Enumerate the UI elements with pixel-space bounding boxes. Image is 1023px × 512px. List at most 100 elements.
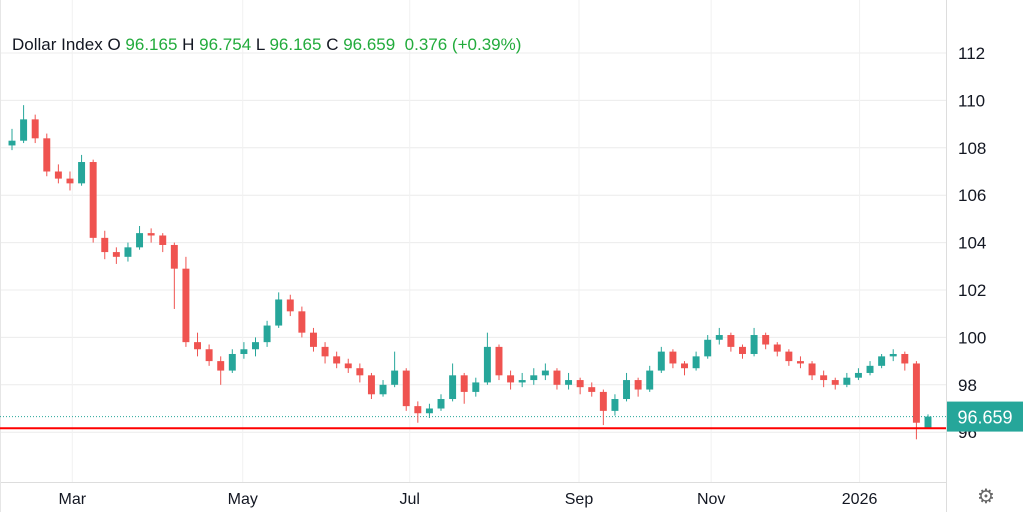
candle-body	[182, 268, 190, 343]
candle-body	[796, 361, 804, 364]
candle-body	[808, 363, 816, 376]
candle-body	[101, 237, 109, 253]
symbol-name: Dollar Index	[12, 35, 103, 54]
candle-body	[112, 252, 120, 257]
candle-body	[240, 349, 248, 354]
candle-body	[483, 346, 491, 383]
candle-body	[217, 361, 225, 371]
candle-body	[507, 375, 515, 383]
x-tick-label: 2026	[842, 491, 878, 508]
candle-body	[402, 370, 410, 407]
candle-body	[228, 353, 236, 371]
candle-body	[54, 171, 62, 179]
candle-body	[78, 162, 86, 184]
candle-body	[715, 335, 723, 340]
candle-body	[634, 380, 642, 390]
x-tick-label: May	[228, 491, 258, 508]
candle-body	[275, 299, 283, 326]
candle-body	[136, 233, 144, 248]
candle-body	[541, 370, 549, 376]
candle-body	[414, 406, 422, 414]
candle-body	[727, 335, 735, 347]
candle-body	[820, 375, 828, 381]
candle-body	[89, 162, 97, 238]
candle-body	[321, 346, 329, 357]
candle-body	[286, 299, 294, 312]
candle-body	[866, 365, 874, 373]
candle-body	[344, 363, 352, 369]
candle-body	[924, 416, 932, 429]
candle-body	[878, 356, 886, 366]
candle-body	[356, 368, 364, 376]
candle-body	[889, 353, 897, 357]
ohlc-legend: Dollar Index O 96.165 H 96.754 L 96.165 …	[12, 35, 521, 55]
candle-body	[843, 377, 851, 385]
candle-body	[750, 335, 758, 354]
candle-body	[681, 363, 688, 369]
low-label: L	[255, 35, 265, 54]
candle-body	[8, 140, 16, 146]
high-value: 96.754	[199, 35, 252, 54]
y-tick-label: 98	[958, 376, 977, 395]
high-label: H	[182, 35, 195, 54]
last-price-label: 96.659	[957, 408, 1012, 428]
candle-body	[449, 375, 457, 400]
y-tick-label: 104	[958, 234, 986, 253]
candle-body	[309, 332, 317, 347]
candle-body	[425, 408, 433, 414]
candle-body	[518, 380, 526, 383]
y-tick-label: 102	[958, 281, 986, 300]
y-tick-label: 110	[958, 91, 985, 110]
open-label: O	[107, 35, 121, 54]
candle-body	[669, 351, 677, 364]
candle-body	[194, 342, 201, 350]
candle-body	[333, 356, 341, 364]
candle-body	[124, 247, 132, 257]
candle-body	[147, 233, 155, 236]
candle-body	[367, 375, 375, 395]
candle-body	[31, 119, 39, 139]
x-tick-label: Nov	[697, 491, 725, 508]
candle-body	[854, 372, 862, 378]
open-value: 96.165	[125, 35, 178, 54]
candle-body	[646, 370, 654, 390]
candle-body	[762, 335, 770, 345]
candle-body	[831, 380, 839, 385]
candle-body	[159, 235, 167, 245]
low-value: 96.165	[269, 35, 322, 54]
candle-body	[588, 387, 596, 392]
candle-body	[263, 325, 271, 343]
candle-body	[437, 399, 445, 409]
x-tick-label: Mar	[59, 491, 87, 508]
candle-body	[379, 384, 387, 395]
candle-body	[739, 346, 746, 354]
candle-body	[391, 370, 399, 385]
candle-body	[704, 339, 712, 357]
candle-body	[611, 399, 619, 411]
gear-icon[interactable]: ⚙	[977, 486, 995, 508]
candle-body	[599, 391, 607, 411]
candle-body	[43, 138, 51, 172]
candle-body	[472, 382, 480, 392]
candle-body	[298, 311, 306, 333]
candle-body	[773, 344, 781, 352]
candle-body	[495, 346, 503, 376]
y-tick-label: 112	[958, 44, 985, 63]
candle-body	[657, 351, 665, 371]
candle-body	[576, 380, 584, 388]
candle-body	[565, 380, 573, 385]
candle-body	[530, 375, 538, 381]
y-tick-label: 100	[958, 328, 986, 347]
change-value: 0.376 (+0.39%)	[404, 35, 522, 54]
candle-body	[20, 119, 28, 141]
candle-body	[252, 342, 259, 350]
candle-body	[785, 351, 793, 362]
close-label: C	[326, 35, 339, 54]
candle-body	[623, 380, 631, 400]
x-tick-label: Jul	[399, 491, 419, 508]
candle-body	[460, 375, 468, 392]
y-tick-label: 106	[958, 186, 986, 205]
close-value: 96.659	[343, 35, 396, 54]
candle-body	[66, 178, 74, 184]
